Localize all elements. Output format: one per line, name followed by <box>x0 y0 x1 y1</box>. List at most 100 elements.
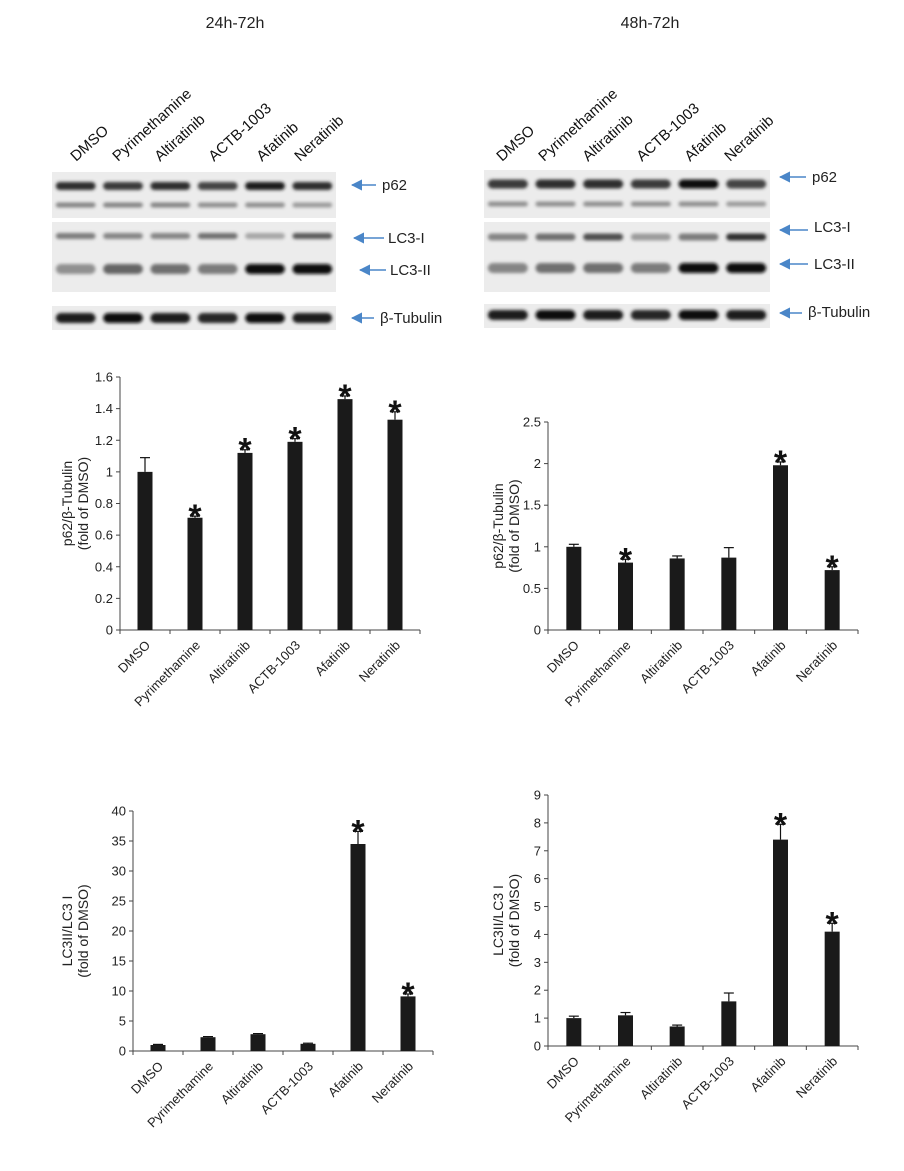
y-tick-label: 10 <box>112 984 126 999</box>
x-tick-label: ACTB-1003 <box>257 1059 316 1118</box>
blot-strip <box>52 306 336 330</box>
bar <box>721 557 737 630</box>
blot-band <box>630 263 671 273</box>
y-axis-title-line: (fold of DMSO) <box>75 457 91 550</box>
blot-band <box>197 182 238 190</box>
x-tick-label: DMSO <box>544 638 582 676</box>
significance-star: * <box>826 549 840 587</box>
blot-panel-title-48h: 48h-72h <box>621 15 680 32</box>
band-label-lc3-ii: LC3-II <box>814 256 855 273</box>
x-tick-label: ACTB-1003 <box>678 638 737 697</box>
significance-star: * <box>774 444 788 482</box>
y-tick-label: 0.4 <box>95 559 113 574</box>
bar <box>721 1001 737 1046</box>
y-axis-title: p62/β-Tubulin(fold of DMSO) <box>490 479 522 572</box>
blot-band <box>55 264 96 274</box>
bar <box>250 1034 266 1051</box>
band-label-p62: p62 <box>382 177 407 194</box>
bar <box>187 517 203 630</box>
blot-band <box>630 310 671 320</box>
y-tick-label: 4 <box>534 927 541 942</box>
y-axis-title-line: (fold of DMSO) <box>506 874 522 967</box>
bar <box>150 1045 166 1051</box>
y-tick-label: 0 <box>106 623 113 638</box>
blot-band <box>150 202 191 208</box>
blot-band <box>245 264 285 274</box>
y-tick-label: 1.4 <box>95 401 113 416</box>
y-tick-label: 0 <box>119 1044 126 1059</box>
y-axis-title: p62/β-Tubulin(fold of DMSO) <box>59 457 91 550</box>
bar <box>137 471 153 630</box>
blot-background <box>484 304 770 328</box>
y-tick-label: 30 <box>112 864 126 879</box>
band-label-beta-tubulin: β-Tubulin <box>380 310 442 327</box>
band-label-lc3-i: LC3-I <box>814 219 851 236</box>
blot-band <box>55 313 96 323</box>
blot-band <box>487 201 528 207</box>
blot-band <box>103 182 143 190</box>
lane-label: Neratinib <box>721 112 777 165</box>
blot-strip <box>52 172 336 218</box>
bar <box>669 1026 685 1046</box>
bar <box>200 1037 216 1051</box>
blot-band <box>583 179 624 189</box>
y-tick-label: 2.5 <box>523 415 541 430</box>
blot-band <box>55 202 96 208</box>
y-tick-label: 1 <box>534 1011 541 1026</box>
blot-lane-labels-48h: DMSO Pyrimethamine Altiratinib ACTB-1003… <box>493 85 777 165</box>
blot-band <box>103 313 143 323</box>
significance-star: * <box>619 541 633 579</box>
blot-band <box>103 264 143 274</box>
x-tick-label: DMSO <box>115 638 153 676</box>
x-tick-label: Neratinib <box>793 638 840 685</box>
x-tick-label: Neratinib <box>356 638 403 685</box>
y-tick-label: 35 <box>112 834 126 849</box>
y-tick-label: 5 <box>534 899 541 914</box>
y-axis-title-line: LC3II/LC3 I <box>59 896 75 967</box>
blot-band <box>103 202 143 208</box>
blot-band <box>678 179 719 189</box>
y-tick-label: 1 <box>534 539 541 554</box>
y-tick-label: 1.5 <box>523 498 541 513</box>
y-tick-label: 0.8 <box>95 496 113 511</box>
blot-strip <box>484 170 770 218</box>
blot-band <box>726 310 767 320</box>
blot-background <box>52 172 336 218</box>
bar-chart-1: 00.20.40.60.811.21.41.6DMSO*Pyrimethamin… <box>59 370 421 709</box>
y-tick-label: 15 <box>112 954 126 969</box>
blot-band <box>678 201 719 207</box>
y-tick-label: 0.6 <box>95 528 113 543</box>
significance-star: * <box>338 378 352 416</box>
significance-star: * <box>401 976 415 1014</box>
blot-background <box>52 306 336 330</box>
y-tick-label: 2 <box>534 983 541 998</box>
blot-band <box>292 202 333 208</box>
blot-band <box>726 179 767 189</box>
x-tick-label: Neratinib <box>793 1054 840 1101</box>
y-tick-label: 9 <box>534 788 541 803</box>
blot-band-labels-48h: p62 LC3-I LC3-II β-Tubulin <box>778 169 870 321</box>
blot-band <box>726 263 767 273</box>
bar <box>287 441 303 630</box>
blot-band <box>630 233 671 241</box>
y-tick-label: 1 <box>106 464 113 479</box>
y-tick-label: 1.2 <box>95 433 113 448</box>
blot-band <box>245 182 285 190</box>
western-blot-images <box>52 170 770 330</box>
bar <box>824 570 840 630</box>
blot-band <box>678 310 719 320</box>
x-tick-label: Afatinib <box>747 638 788 679</box>
bar <box>350 844 366 1051</box>
y-tick-label: 7 <box>534 843 541 858</box>
band-label-beta-tubulin: β-Tubulin <box>808 304 870 321</box>
significance-star: * <box>774 806 788 844</box>
y-axis-title: LC3II/LC3 I(fold of DMSO) <box>59 884 91 977</box>
bar <box>773 839 788 1046</box>
blot-band <box>678 233 719 241</box>
blot-band <box>197 264 238 274</box>
significance-star: * <box>288 421 302 459</box>
significance-star: * <box>826 905 840 943</box>
blot-band <box>583 310 624 320</box>
